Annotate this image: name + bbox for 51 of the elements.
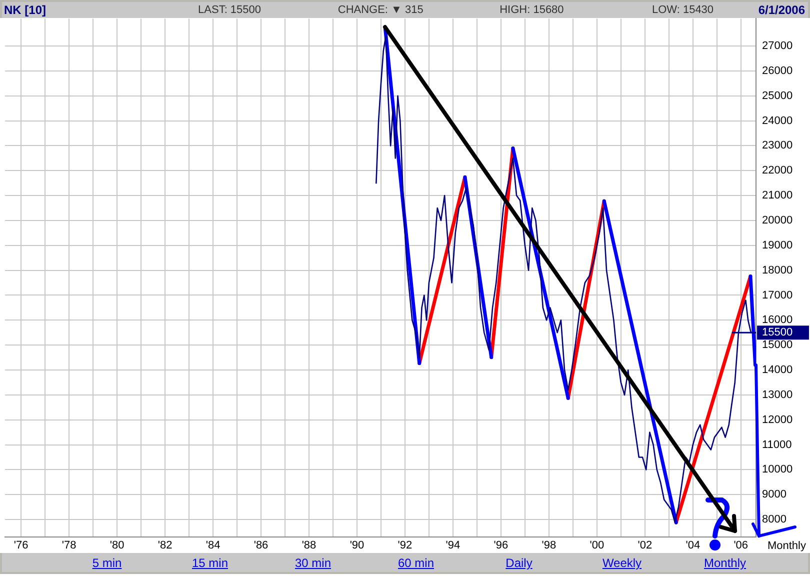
- y-tick-label: 24000: [762, 114, 793, 127]
- x-tick-label: '06: [734, 540, 748, 552]
- y-tick-label: 13000: [762, 388, 793, 401]
- y-tick-label: 10000: [762, 464, 793, 476]
- chart-title: NK [10]: [4, 3, 48, 17]
- text: LOW: 15430: [650, 4, 715, 16]
- text: 6/1/2006: [758, 3, 806, 17]
- y-tick-label: 11000: [762, 438, 792, 451]
- x-tick-label: '92: [398, 540, 412, 552]
- x-tick-label: '04: [686, 540, 700, 552]
- x-tick-label: '82: [158, 540, 172, 552]
- y-tick-label: 8000: [762, 514, 786, 526]
- y-tick-label: 27000: [762, 40, 793, 52]
- x-tick-label: '78: [62, 540, 76, 552]
- y-tick-label: 23000: [762, 140, 793, 152]
- y-tick-label: 14000: [762, 364, 793, 376]
- x-tick-label: '86: [254, 540, 268, 552]
- y-tick-label: 18000: [762, 264, 793, 276]
- text: Monthly: [704, 556, 746, 570]
- y-tick-label: 26000: [762, 64, 793, 77]
- x-tick-label: '94: [446, 540, 460, 552]
- x-tick-label: '84: [206, 540, 220, 552]
- text: 30 min: [294, 556, 332, 570]
- y-tick-label: 19000: [762, 239, 793, 252]
- x-tick-label: '96: [494, 540, 508, 552]
- x-tick-label: '00: [590, 540, 604, 552]
- text: HIGH: 15680: [498, 4, 565, 16]
- y-tick-label: 12000: [762, 414, 793, 426]
- y-tick-label: 20000: [762, 214, 793, 227]
- y-tick-label: 21000: [762, 190, 793, 202]
- text: CHANGE: ▼ 315: [336, 4, 424, 16]
- y-tick-label: 25000: [762, 90, 793, 102]
- y-tick-label: 22000: [762, 164, 793, 177]
- text: 60 min: [398, 556, 434, 570]
- y-tick-label: 9000: [762, 488, 786, 501]
- x-tick-label: '88: [302, 540, 316, 552]
- y-tick-label: 17000: [762, 289, 793, 302]
- text: LAST: 15500: [197, 4, 262, 16]
- x-tick-label: '02: [638, 540, 652, 552]
- text: 5 min: [92, 556, 122, 570]
- x-tick-label: '90: [350, 540, 364, 552]
- text: Daily: [506, 556, 532, 570]
- y-tick-label: 15000: [762, 339, 793, 352]
- text: Weekly: [602, 556, 642, 570]
- y-tick-label: 16000: [762, 314, 793, 326]
- x-tick-label: '80: [110, 540, 124, 552]
- text: 15 min: [192, 556, 228, 570]
- x-tick-label: '76: [14, 540, 28, 552]
- x-axis-title: Monthly: [767, 540, 806, 552]
- x-tick-label: '98: [542, 540, 556, 552]
- ref-line-label: 15500: [762, 326, 793, 339]
